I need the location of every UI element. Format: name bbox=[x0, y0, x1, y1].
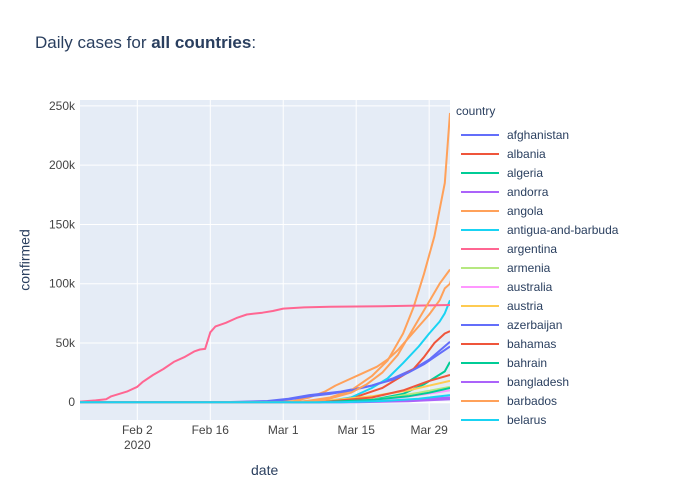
x-tick-label: Mar 29 bbox=[410, 423, 448, 437]
legend-item-bangladesh[interactable]: bangladesh bbox=[456, 372, 618, 391]
legend-item-antigua-and-barbuda[interactable]: antigua-and-barbuda bbox=[456, 220, 618, 239]
legend-item-austria[interactable]: austria bbox=[456, 296, 618, 315]
title-suffix: : bbox=[251, 33, 257, 52]
y-tick-label: 50k bbox=[56, 336, 76, 350]
legend-swatch bbox=[461, 266, 499, 269]
x-tick-label: Mar 1 bbox=[268, 423, 299, 437]
legend-item-andorra[interactable]: andorra bbox=[456, 182, 618, 201]
legend-swatch bbox=[461, 418, 499, 421]
legend-item-armenia[interactable]: armenia bbox=[456, 258, 618, 277]
legend-label: albania bbox=[507, 146, 546, 161]
legend-item-bahamas[interactable]: bahamas bbox=[456, 334, 618, 353]
series-line-belarus bbox=[80, 394, 450, 404]
y-tick-label: 0 bbox=[68, 395, 75, 409]
legend-item-barbados[interactable]: barbados bbox=[456, 391, 618, 410]
legend: country afghanistan albania algeria andorra… bbox=[456, 104, 618, 429]
legend-label: bahrain bbox=[507, 355, 548, 370]
legend-swatch bbox=[461, 171, 499, 174]
title-bold: all countries bbox=[151, 33, 252, 52]
legend-label: argentina bbox=[507, 241, 558, 256]
legend-swatch bbox=[461, 304, 499, 307]
legend-label: azerbaijan bbox=[507, 317, 563, 332]
legend-title: country bbox=[456, 104, 496, 118]
legend-label: bahamas bbox=[507, 336, 557, 351]
legend-label: algeria bbox=[507, 165, 544, 180]
legend-item-algeria[interactable]: algeria bbox=[456, 163, 618, 182]
x-tick-label: 2020 bbox=[124, 438, 151, 452]
legend-swatch bbox=[461, 247, 499, 250]
legend-item-belarus[interactable]: belarus bbox=[456, 410, 618, 429]
legend-item-bahrain[interactable]: bahrain bbox=[456, 353, 618, 372]
y-tick-label: 150k bbox=[49, 217, 76, 231]
legend-label: bangladesh bbox=[507, 374, 570, 389]
legend-label: belarus bbox=[507, 412, 547, 427]
series-line-argentina bbox=[80, 304, 450, 403]
legend-swatch bbox=[461, 361, 499, 364]
legend-items: afghanistan albania algeria andorra angola an… bbox=[456, 125, 618, 429]
legend-label: antigua-and-barbuda bbox=[507, 222, 619, 237]
legend-label: barbados bbox=[507, 393, 558, 408]
grid bbox=[80, 100, 450, 420]
title-prefix: Daily cases for bbox=[35, 33, 152, 52]
legend-swatch bbox=[461, 190, 499, 193]
legend-label: angola bbox=[507, 203, 544, 218]
legend-swatch bbox=[461, 399, 499, 402]
y-tick-label: 250k bbox=[49, 99, 76, 113]
legend-label: afghanistan bbox=[507, 127, 570, 142]
legend-swatch bbox=[461, 228, 499, 231]
x-axis-label: date bbox=[251, 462, 279, 478]
legend-swatch bbox=[461, 209, 499, 212]
legend-item-australia[interactable]: australia bbox=[456, 277, 618, 296]
chart-title: Daily cases for all countries: bbox=[35, 33, 256, 53]
legend-item-azerbaijan[interactable]: azerbaijan bbox=[456, 315, 618, 334]
legend-label: australia bbox=[507, 279, 553, 294]
legend-swatch bbox=[461, 342, 499, 345]
x-tick-label: Mar 15 bbox=[338, 423, 376, 437]
legend-swatch bbox=[461, 133, 499, 136]
legend-swatch bbox=[461, 380, 499, 383]
legend-item-argentina[interactable]: argentina bbox=[456, 239, 618, 258]
y-axis-label: confirmed bbox=[16, 229, 33, 291]
y-tick-label: 200k bbox=[49, 158, 76, 172]
legend-item-albania[interactable]: albania bbox=[456, 144, 618, 163]
legend-swatch bbox=[461, 323, 499, 326]
series-line-extra-0 bbox=[80, 280, 450, 404]
y-tick-label: 100k bbox=[49, 277, 76, 291]
series-line-barbados bbox=[80, 268, 450, 404]
legend-label: austria bbox=[507, 298, 544, 313]
legend-item-angola[interactable]: angola bbox=[456, 201, 618, 220]
legend-swatch bbox=[461, 285, 499, 288]
x-tick-label: Feb 2 bbox=[122, 423, 153, 437]
legend-swatch bbox=[461, 152, 499, 155]
x-tick-label: Feb 16 bbox=[192, 423, 230, 437]
legend-label: armenia bbox=[507, 260, 551, 275]
legend-item-afghanistan[interactable]: afghanistan bbox=[456, 125, 618, 144]
legend-label: andorra bbox=[507, 184, 549, 199]
series-lines bbox=[80, 112, 450, 404]
